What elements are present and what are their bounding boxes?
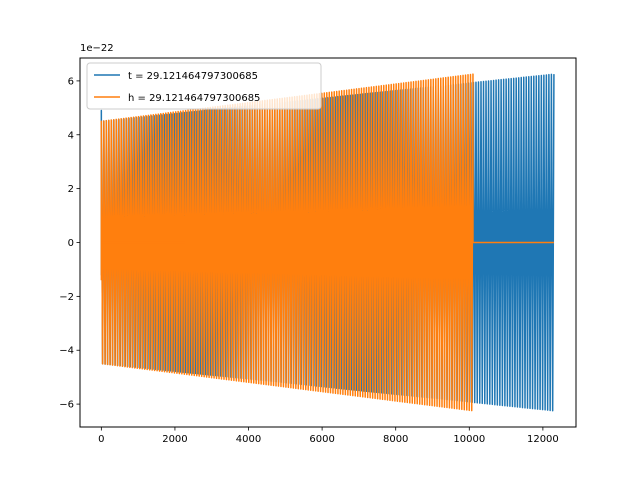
x-tick-label: 12000 [527,434,559,445]
y-tick-label: 0 [68,238,74,249]
x-tick-label: 4000 [236,434,261,445]
y-tick-label: 2 [68,184,74,195]
legend-box [86,62,322,110]
series-layer [100,73,555,412]
y-tick-label: 4 [68,130,74,141]
x-tick-label: 0 [98,434,104,445]
y-tick-label: −2 [59,292,74,303]
y-tick-label: −6 [59,400,74,411]
y-tick-label: 6 [68,76,74,87]
legend-label-t: t = 29.121464797300685 [128,71,258,82]
x-tick-label: 8000 [383,434,408,445]
x-tick-label: 6000 [309,434,334,445]
x-tick-label: 2000 [162,434,187,445]
y-axis: −6 −4 −2 0 2 4 6 [59,76,80,411]
y-offset-label: 1e−22 [80,43,114,54]
legend-label-h: h = 29.121464797300685 [128,93,260,104]
x-axis: 0 2000 4000 6000 8000 10000 12000 [98,427,559,445]
y-tick-label: −4 [59,346,74,357]
x-tick-label: 10000 [453,434,485,445]
legend: t = 29.121464797300685 h = 29.1214647973… [86,62,322,110]
